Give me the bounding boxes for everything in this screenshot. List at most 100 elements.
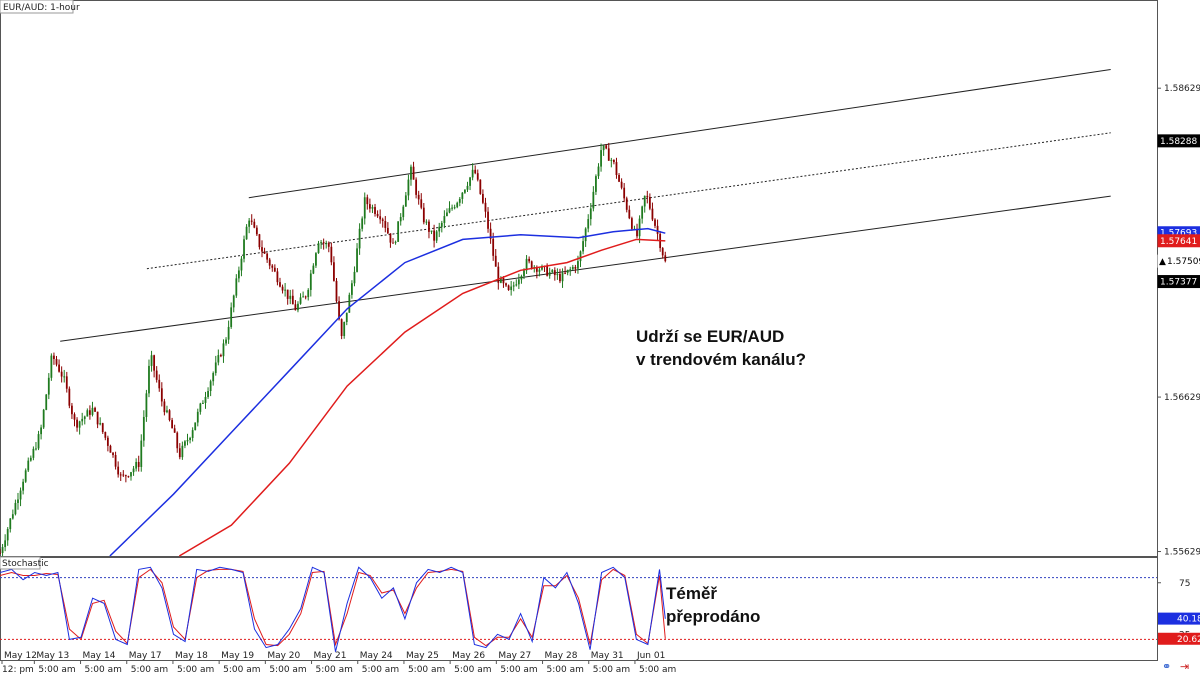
candle-body [163, 401, 166, 413]
candle-body [351, 283, 353, 295]
candle-body [53, 355, 55, 360]
candle-body [464, 189, 466, 193]
price-annotation-line-1: Udrží se EUR/AUD [636, 327, 784, 346]
candle-body [592, 191, 595, 209]
candle-body [353, 271, 356, 284]
candle-body [76, 419, 78, 428]
x-axis-date-label: May 31 [591, 651, 624, 661]
candle-body [482, 193, 484, 203]
candle-body [613, 159, 615, 163]
candle-body [358, 228, 361, 249]
x-axis-time-label: 5:00 am [639, 665, 676, 675]
candle-body [564, 272, 566, 274]
candle-body [538, 269, 541, 272]
candle-body [309, 273, 312, 290]
candle-body [58, 364, 60, 372]
candle-body [525, 258, 528, 271]
candle-body [343, 322, 346, 336]
candle-body [487, 211, 489, 229]
candle-body [620, 181, 623, 188]
candle-body [330, 246, 333, 263]
candle-body [561, 272, 564, 282]
candle-body [142, 416, 145, 441]
candle-body [579, 251, 582, 262]
candle-body [176, 432, 179, 449]
candle-body [158, 379, 161, 389]
candle-body [340, 319, 343, 336]
candle-body [602, 145, 605, 151]
stochastic-annotation-line-1: Téměř [666, 584, 717, 603]
candle-body [227, 326, 230, 340]
candle-body [35, 448, 37, 450]
candle-body [294, 304, 297, 311]
candle-body [204, 396, 207, 403]
candle-body [479, 179, 482, 194]
candle-body [553, 270, 556, 276]
candle-body [476, 173, 479, 180]
candle-body [577, 261, 579, 269]
candle-body [327, 243, 330, 247]
candle-body [492, 238, 495, 256]
candle-body [130, 472, 132, 477]
link-icon[interactable]: ⚭ [1162, 660, 1171, 673]
x-axis-time-label: 5:00 am [408, 665, 445, 675]
candle-body [4, 540, 7, 548]
candle-body [73, 414, 76, 420]
candle-body [19, 490, 22, 500]
candle-body [438, 226, 441, 232]
candle-body [497, 266, 500, 283]
stochastic-title-box [0, 556, 41, 570]
candle-body [440, 222, 443, 227]
price-box [1157, 275, 1200, 289]
candle-body [646, 195, 649, 198]
candle-body [194, 422, 197, 431]
candle-body [160, 388, 163, 402]
candle-body [214, 362, 217, 374]
candle-body [505, 283, 507, 286]
candle-body [600, 150, 602, 167]
candle-body [595, 176, 597, 192]
candle-body [428, 221, 430, 232]
candle-body [381, 219, 384, 222]
candle-body [145, 393, 148, 417]
candle-body [255, 227, 258, 235]
candle-body [556, 273, 559, 276]
candle-body [17, 499, 19, 503]
candle-body [502, 278, 505, 284]
chart-title-box [0, 0, 74, 14]
arrow-right-icon[interactable]: ⇥ [1180, 660, 1189, 673]
candle-body [268, 259, 271, 266]
x-axis-time-label: 5:00 am [316, 665, 353, 675]
candle-body [65, 376, 68, 389]
candle-body [654, 219, 656, 226]
candle-body [155, 370, 158, 380]
candle-body [425, 221, 428, 223]
candle-body [273, 267, 276, 272]
stochastic-value-box [1158, 632, 1200, 645]
candle-body [189, 437, 191, 441]
candle-body [458, 198, 461, 203]
candle-body [422, 207, 425, 223]
candle-body [366, 197, 369, 205]
settings-icons[interactable]: ⚭ ⇥ [1162, 660, 1189, 673]
candle-body [261, 247, 263, 252]
candle-body [363, 197, 366, 219]
candle-body [376, 213, 379, 217]
candle-body [22, 481, 25, 491]
stochastic-axis-label: 75 [1179, 579, 1190, 589]
candle-body [636, 228, 638, 237]
price-panel[interactable]: 1.58629 1.56629 1.55629 1.58288 1.576931.576… [0, 0, 1200, 558]
x-axis-date-label: May 24 [360, 651, 393, 661]
candle-body [325, 243, 328, 245]
candle-body [317, 243, 320, 254]
candle-body [520, 276, 523, 280]
candle-body [94, 407, 96, 412]
candle-body [286, 289, 289, 299]
price-box-label: 1.57509 [1167, 257, 1200, 267]
x-axis-time-label: 5:00 am [362, 665, 399, 675]
candle-body [574, 266, 577, 269]
candle-body [112, 452, 114, 456]
x-axis-date-label: Jun 01 [636, 651, 665, 661]
